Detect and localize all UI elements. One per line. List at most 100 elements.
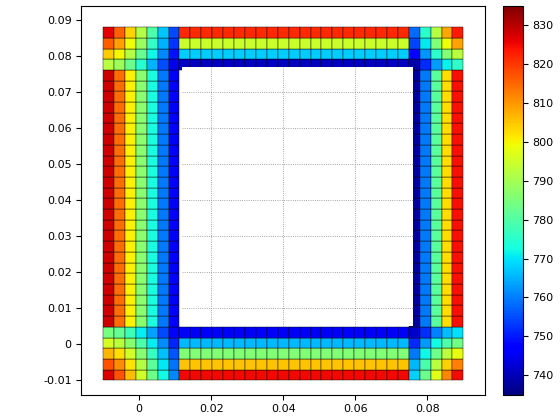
Bar [136,166,147,177]
Bar [300,49,310,59]
Bar [136,49,147,59]
Bar [398,338,409,348]
Bar [169,134,180,145]
Bar [431,177,441,188]
Bar [202,348,212,359]
Bar [343,327,354,338]
Bar [158,316,169,327]
Bar [147,241,158,252]
Bar [409,305,419,316]
Bar [158,188,169,198]
Bar [419,123,431,134]
Bar [147,113,158,123]
Bar [125,295,136,305]
Bar [419,177,431,188]
Bar [452,262,463,273]
Bar [190,49,202,59]
Bar [114,316,125,327]
Bar [419,338,431,348]
Bar [452,188,463,198]
Bar [125,123,136,134]
Bar [409,241,419,252]
Bar [103,92,114,102]
Bar [300,59,310,70]
Bar [202,38,212,49]
Bar [409,59,419,70]
Bar [103,177,114,188]
Bar [387,327,398,338]
Bar [158,49,169,59]
Bar [147,198,158,209]
Bar [147,305,158,316]
Bar [234,338,245,348]
Bar [365,27,376,38]
Bar [419,305,431,316]
Bar [125,338,136,348]
Bar [223,359,234,370]
Bar [114,241,125,252]
Bar [147,209,158,220]
Bar [419,81,431,92]
Bar [158,348,169,359]
Bar [376,38,387,49]
Bar [409,273,419,284]
Bar [431,92,441,102]
Bar [245,348,256,359]
Bar [300,348,310,359]
Bar [234,59,245,70]
Bar [452,92,463,102]
Bar [136,92,147,102]
Bar [158,27,169,38]
Bar [202,359,212,370]
Bar [321,327,332,338]
Bar [158,295,169,305]
Bar [114,262,125,273]
Bar [441,166,452,177]
Bar [431,145,441,155]
Bar [267,59,278,70]
Bar [183,67,413,326]
Bar [169,273,180,284]
Bar [321,348,332,359]
Bar [147,338,158,348]
Bar [409,123,419,134]
Bar [419,113,431,123]
Bar [114,338,125,348]
Bar [245,327,256,338]
Bar [103,252,114,262]
Bar [409,370,419,380]
Bar [212,359,223,370]
Bar [125,188,136,198]
Bar [125,262,136,273]
Bar [114,134,125,145]
Bar [125,59,136,70]
Bar [147,49,158,59]
Bar [245,359,256,370]
Bar [398,348,409,359]
Bar [169,348,180,359]
Bar [190,359,202,370]
Bar [169,49,180,59]
Bar [387,370,398,380]
Bar [441,113,452,123]
Bar [452,177,463,188]
Bar [398,59,409,70]
Bar [169,177,180,188]
Bar [190,370,202,380]
Bar [136,262,147,273]
Bar [419,70,431,81]
Bar [452,166,463,177]
Bar [245,38,256,49]
Bar [365,327,376,338]
Bar [136,70,147,81]
Bar [147,231,158,241]
Bar [136,209,147,220]
Bar [136,38,147,49]
Bar [103,316,114,327]
Bar [431,102,441,113]
Bar [125,155,136,166]
Bar [114,284,125,295]
Bar [158,81,169,92]
Bar [136,155,147,166]
Bar [158,59,169,70]
